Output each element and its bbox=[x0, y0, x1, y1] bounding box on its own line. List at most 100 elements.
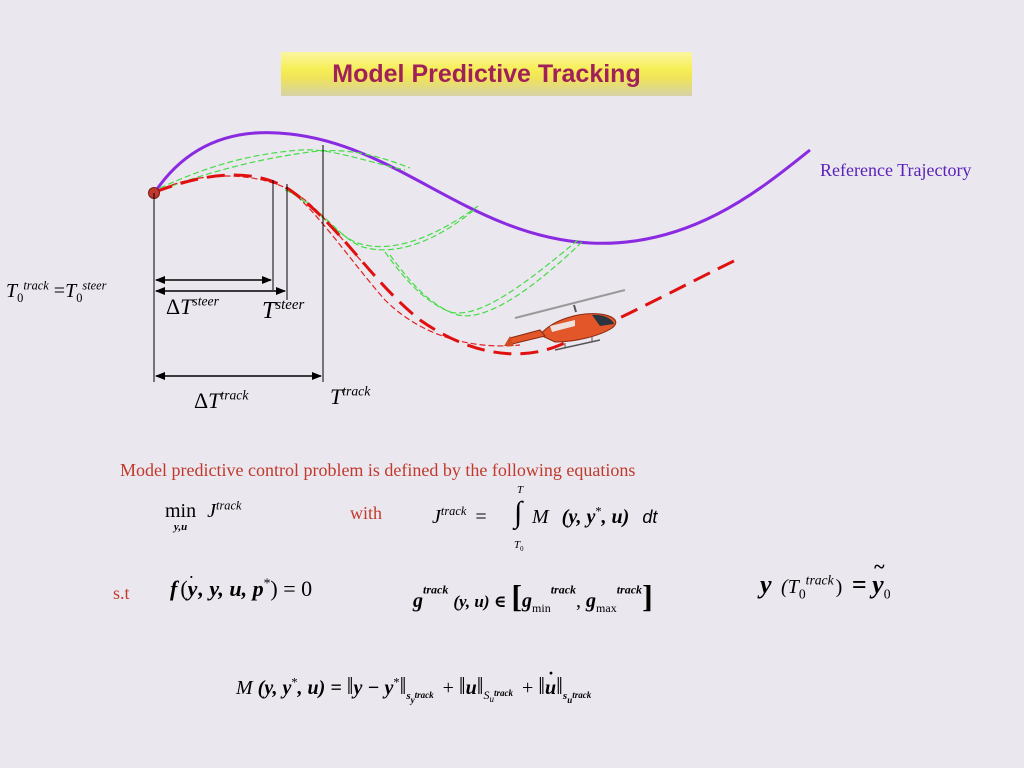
delta-t-steer-label: ΔTsteer bbox=[166, 294, 219, 320]
ic-close: ) bbox=[835, 576, 843, 598]
bracket-open: [ bbox=[511, 578, 523, 614]
integral-upper: T bbox=[517, 484, 524, 496]
delta-t-steer-sup: steer bbox=[192, 293, 219, 309]
dynamics-rest: , y, u, p bbox=[198, 576, 264, 601]
integrand-star: * bbox=[595, 504, 602, 519]
t0-right-sup: steer bbox=[82, 278, 107, 293]
subject-to-label: s.t bbox=[113, 583, 130, 603]
description-text: Model predictive control problem is defi… bbox=[120, 460, 636, 480]
objective-j-sup: track bbox=[216, 498, 242, 513]
norm2-sub-s: S bbox=[483, 688, 490, 702]
delta-t-track-delta: Δ bbox=[194, 388, 209, 413]
t0-right: T bbox=[65, 280, 77, 302]
dynamics-close: ) = 0 bbox=[270, 576, 313, 601]
prediction-green-5 bbox=[384, 239, 579, 314]
norm1-sub-y: y bbox=[410, 695, 415, 705]
t0-equality-label: T0track =T0steer bbox=[6, 278, 107, 305]
mdef-lhs-star: * bbox=[291, 675, 298, 690]
integral-lower: T0 bbox=[514, 539, 524, 554]
objective-j: J bbox=[207, 500, 217, 522]
norm3-open: ‖ bbox=[538, 674, 546, 700]
min-sub: y,u bbox=[173, 521, 188, 533]
helicopter-icon bbox=[504, 289, 626, 351]
dynamics-ydot: y bbox=[187, 576, 198, 601]
mdef-m: M bbox=[236, 677, 253, 699]
ic-ytilde: y bbox=[872, 570, 884, 599]
norm2-close: ‖ bbox=[476, 674, 484, 700]
norm3-sup: track bbox=[572, 690, 592, 701]
cost-definition: Jtrack = ∫ T T0 M (y, y*, u) dt bbox=[432, 484, 657, 553]
integrand-dt: dt bbox=[642, 507, 658, 527]
norm1-body: y − y bbox=[353, 677, 394, 699]
ic-equals: = bbox=[851, 570, 867, 599]
plus-1: + bbox=[442, 677, 454, 699]
delta-t-track-t: T bbox=[208, 388, 221, 413]
cost-function-definition: M (y, y*, u) = ‖y − y*‖sytrack + ‖u‖Sutr… bbox=[236, 663, 592, 705]
norm2-body: u bbox=[465, 677, 477, 699]
bounds-g: g bbox=[413, 590, 423, 612]
dynamics-star: * bbox=[263, 575, 271, 591]
gmin-sub: min bbox=[532, 601, 551, 615]
dynamics-constraint: f (y·, y, u, p*) = 0 bbox=[170, 567, 313, 602]
integrand-m: M bbox=[532, 506, 549, 528]
prediction-red-thin-2 bbox=[289, 189, 521, 347]
delta-t-steer-delta: Δ bbox=[166, 294, 181, 319]
t0-equals: = bbox=[53, 280, 66, 302]
objective-min: min y,u Jtrack bbox=[165, 498, 242, 533]
bounds-args: (y, u) ∈ bbox=[453, 592, 507, 611]
reference-trajectory-label: Reference Trajectory bbox=[820, 160, 972, 180]
gmax-sup: track bbox=[616, 582, 643, 597]
ic-ytilde-sub: 0 bbox=[883, 586, 891, 602]
initial-condition: y (T0track) = ~ y0 bbox=[760, 556, 891, 602]
gmax-sub: max bbox=[596, 601, 617, 615]
delta-t-track-sup: track bbox=[220, 387, 249, 403]
t-steer-t: T bbox=[262, 298, 276, 324]
t-track-t: T bbox=[330, 384, 343, 409]
ic-t-sub: 0 bbox=[798, 586, 806, 602]
cost-integrand: M (y, y*, u) dt bbox=[532, 504, 658, 529]
norm3-sub: su bbox=[563, 690, 572, 705]
tracked-trajectory-curve bbox=[154, 173, 741, 356]
cost-j-sup: track bbox=[440, 504, 467, 519]
min-word: min bbox=[165, 500, 197, 522]
integral-sign: ∫ bbox=[514, 496, 523, 529]
delta-t-steer-t: T bbox=[180, 294, 193, 319]
integrand-args: (y, y bbox=[561, 506, 596, 528]
norm3-body: u bbox=[545, 677, 557, 699]
prediction-red-thin-1 bbox=[154, 175, 371, 271]
page-title: Model Predictive Tracking bbox=[332, 60, 641, 88]
t0-left-sub: 0 bbox=[17, 291, 24, 305]
t-track-sup: track bbox=[342, 383, 371, 399]
norm1-sub: sy bbox=[406, 690, 415, 705]
ic-t: (T bbox=[781, 576, 799, 598]
t-track-label: Ttrack bbox=[330, 384, 370, 410]
title-banner: Model Predictive Tracking bbox=[281, 52, 692, 96]
ydot-dot: · bbox=[188, 567, 195, 587]
norm1-star: * bbox=[393, 675, 400, 690]
dynamics-open: ( bbox=[180, 576, 188, 601]
t-steer-label: Tsteer bbox=[262, 298, 304, 325]
prediction-green-4 bbox=[289, 191, 475, 251]
t0-left: T bbox=[6, 280, 18, 302]
bounds-constraint: gtrack (y, u) ∈ [gmintrack, gmaxtrack] bbox=[413, 572, 653, 614]
gmin-g: g bbox=[522, 590, 533, 612]
ic-t-sup: track bbox=[805, 572, 834, 588]
mdef-lhs: (y, y bbox=[257, 677, 292, 699]
bounds-g-sup: track bbox=[423, 582, 449, 597]
norm2-sup: track bbox=[494, 688, 513, 699]
t0-left-sup: track bbox=[23, 278, 49, 293]
norm3-dot: · bbox=[548, 663, 555, 683]
norm1-sub-s: s bbox=[406, 690, 411, 702]
norm2-sub: Su bbox=[483, 688, 495, 704]
dynamics-f: f bbox=[170, 576, 178, 601]
integral-lower-sub: 0 bbox=[520, 546, 524, 554]
prediction-green-2 bbox=[159, 149, 406, 189]
prediction-green-1 bbox=[154, 149, 411, 193]
mdef-lhs-tail: , u) = bbox=[297, 677, 342, 699]
cost-equals: = bbox=[475, 506, 487, 528]
plus-2: + bbox=[522, 677, 534, 699]
integral-lower-t: T bbox=[514, 539, 521, 551]
ic-y: y bbox=[760, 570, 772, 599]
reference-trajectory-curve bbox=[153, 131, 811, 245]
